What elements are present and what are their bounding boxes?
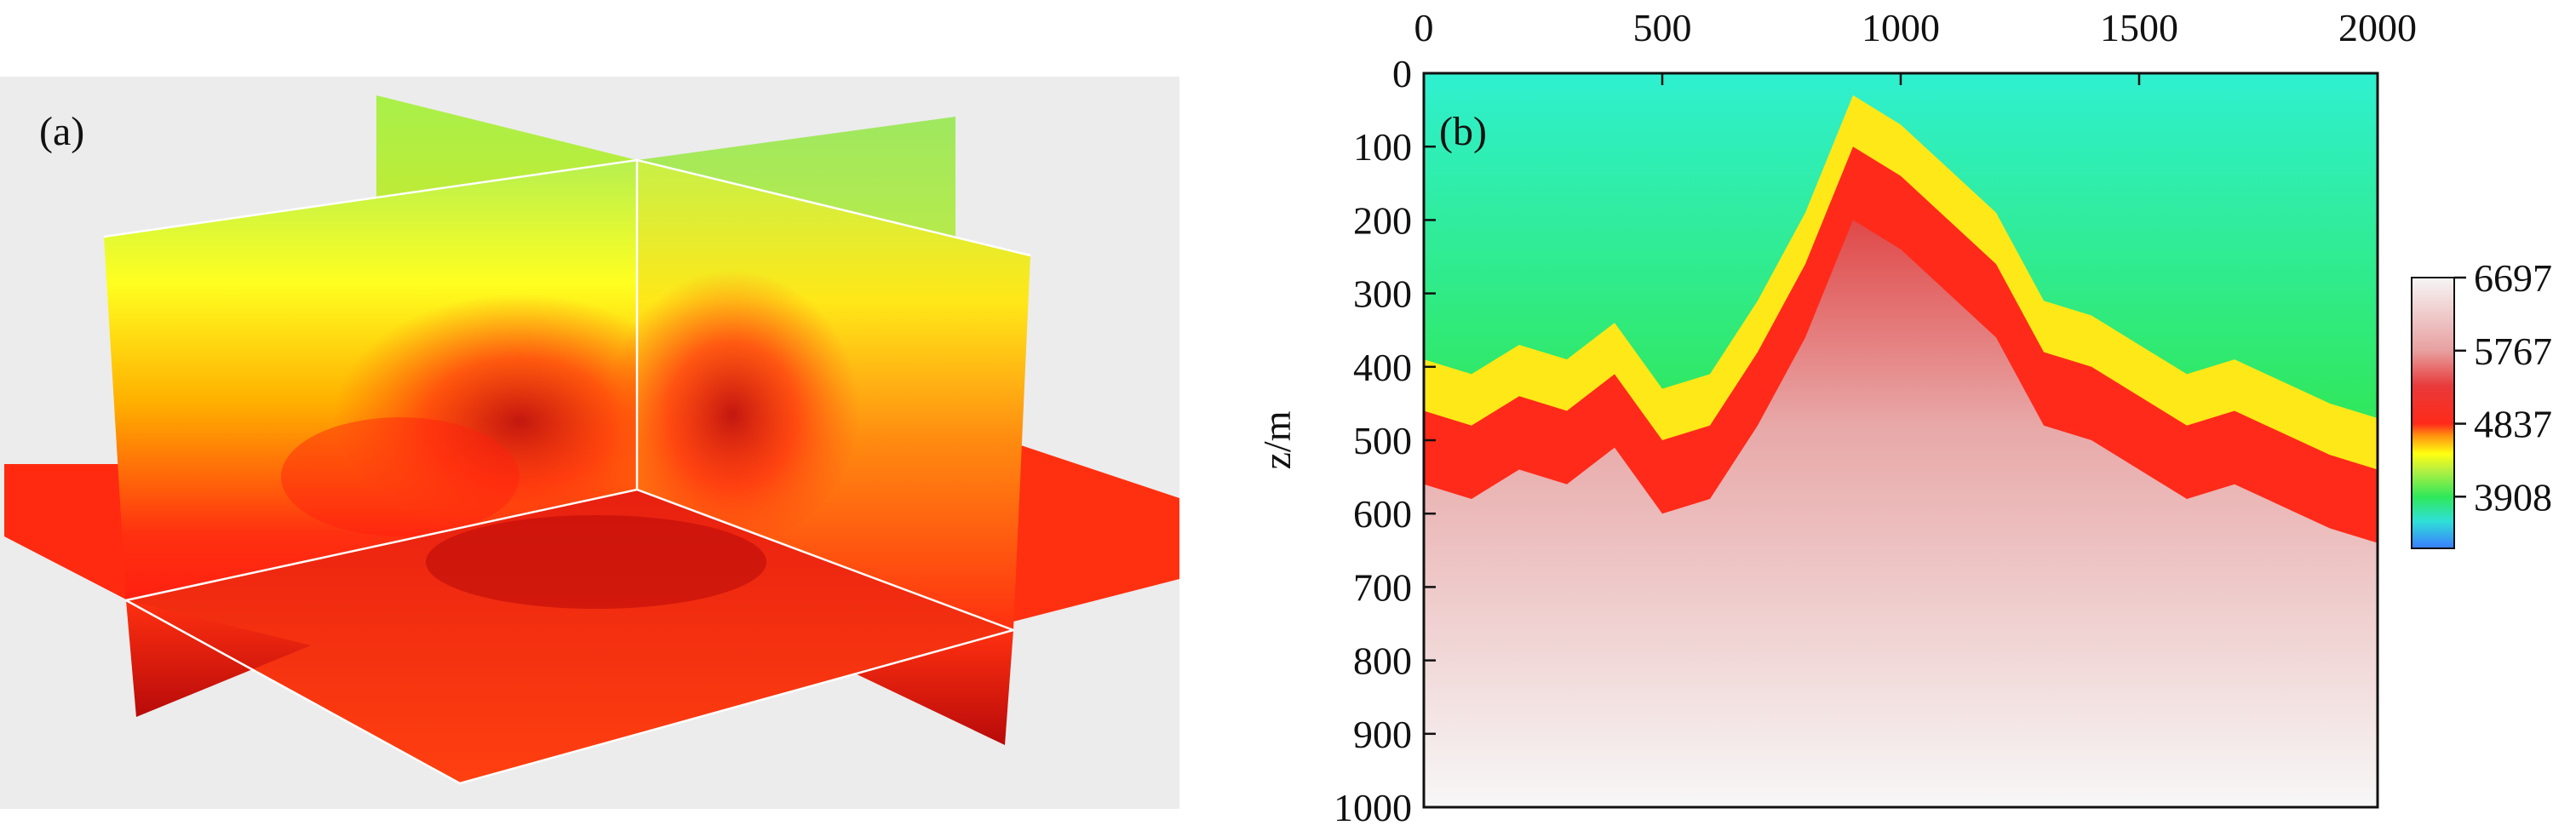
y-axis-ticks: 0 100 200 300 400 500 600 700 800 900 1000 xyxy=(1334,52,1436,829)
y-axis-label: z/m xyxy=(1255,410,1299,469)
y-tick-label: 0 xyxy=(1392,52,1412,95)
y-tick-label: 300 xyxy=(1353,272,1412,316)
x-tick-label: 1000 xyxy=(1862,6,1940,49)
under-slice-left xyxy=(126,600,311,717)
floor-slice-right-wing xyxy=(1013,443,1179,622)
x-tick-label: 1500 xyxy=(2100,6,2178,49)
panel-a-label: (a) xyxy=(39,109,84,154)
colorbar-tick-label: 3908 xyxy=(2474,475,2552,519)
x-axis-ticks: 0 500 1000 1500 2000 xyxy=(1414,6,2417,85)
heatmap-field xyxy=(1424,73,2378,807)
colorbar-tick-label: 5767 xyxy=(2474,330,2552,373)
front-slice-left-core xyxy=(332,281,707,536)
under-slice-right xyxy=(853,630,1013,745)
y-tick-label: 900 xyxy=(1353,713,1412,756)
y-tick-label: 200 xyxy=(1353,198,1412,242)
y-tick-label: 500 xyxy=(1353,419,1412,462)
y-tick-label: 100 xyxy=(1353,125,1412,169)
y-tick-label: 800 xyxy=(1353,639,1412,683)
floor-slice-left-wing xyxy=(4,464,128,600)
floor-slice-front xyxy=(126,490,1013,783)
panel-b-label: (b) xyxy=(1439,109,1487,154)
colorbar-tick-label: 4837 xyxy=(2474,403,2552,446)
slice-edges xyxy=(103,158,1031,785)
front-slice-right-core xyxy=(605,255,860,545)
colorbar-tick-label: 6697 xyxy=(2474,256,2552,300)
floor-slice-dark-patch xyxy=(426,515,766,609)
x-tick-label: 0 xyxy=(1414,6,1434,49)
y-tick-label: 400 xyxy=(1353,346,1412,389)
x-tick-label: 2000 xyxy=(2338,6,2417,49)
y-tick-label: 1000 xyxy=(1334,786,1412,829)
heatmap-deep-body xyxy=(1424,220,2378,807)
colorbar xyxy=(2411,277,2455,549)
colorbar-ticks: 6697 5767 4837 3908 xyxy=(2454,256,2552,519)
front-slice-left-hotspot xyxy=(281,417,519,536)
y-tick-label: 700 xyxy=(1353,565,1412,609)
y-tick-label: 600 xyxy=(1353,492,1412,536)
panel-a-3d-slices: (a) xyxy=(0,77,1179,809)
x-tick-label: 500 xyxy=(1633,6,1692,49)
